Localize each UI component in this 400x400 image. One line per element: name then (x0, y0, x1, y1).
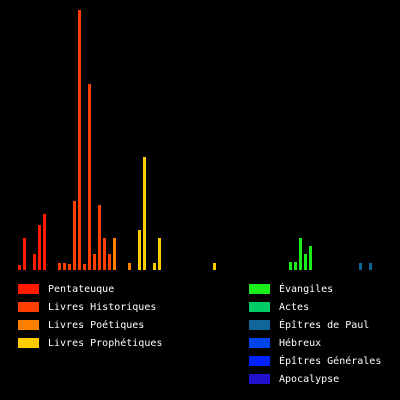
bar-1-5 (73, 201, 76, 270)
legend-item-6: Épîtres de Paul (249, 316, 381, 334)
legend-label-5: Actes (279, 301, 310, 313)
bar-3-1 (143, 157, 146, 270)
legend-right: Évangiles Actes Épîtres de Paul Hébreux Épît… (249, 280, 381, 388)
legend-item-1: Livres Historiques (18, 298, 162, 316)
bar-1-2 (58, 263, 61, 270)
legend-item-3: Livres Prophétiques (18, 334, 162, 352)
legend-item-7: Hébreux (249, 334, 381, 352)
legend-label-2: Livres Poétiques (48, 319, 145, 331)
legend-item-2: Livres Poétiques (18, 316, 162, 334)
legend-label-8: Épîtres Générales (279, 355, 382, 367)
bar-1-6 (78, 10, 81, 270)
bar-4-1 (294, 262, 297, 270)
legend-label-6: Épîtres de Paul (279, 319, 370, 331)
legend-left: Pentateuque Livres Historiques Livres Poét… (18, 280, 162, 352)
legend-item-9: Apocalypse (249, 370, 381, 388)
bar-3-3 (153, 263, 156, 270)
bar-1-10 (98, 205, 101, 270)
bar-6-8 (359, 263, 362, 270)
bar-0-0 (18, 265, 21, 270)
bar-1-7 (83, 264, 86, 270)
bar-0-3 (33, 254, 36, 270)
legend-label-1: Livres Historiques (48, 301, 157, 313)
legend-item-8: Épîtres Générales (249, 352, 381, 370)
bar-1-3 (63, 263, 66, 270)
legend-swatch-8 (249, 356, 270, 366)
legend-label-0: Pentateuque (48, 283, 115, 295)
bar-0-1 (23, 238, 26, 270)
legend-swatch-5 (249, 302, 270, 312)
bar-1-12 (108, 254, 111, 270)
legend-swatch-3 (18, 338, 39, 348)
legend-label-4: Évangiles (279, 283, 334, 295)
bar-1-11 (103, 238, 106, 270)
legend-item-4: Évangiles (249, 280, 381, 298)
legend-swatch-0 (18, 284, 39, 294)
legend-swatch-7 (249, 338, 270, 348)
legend-label-7: Hébreux (279, 337, 322, 349)
bar-1-4 (68, 264, 71, 270)
legend-swatch-6 (249, 320, 270, 330)
legend-swatch-2 (18, 320, 39, 330)
legend-swatch-4 (249, 284, 270, 294)
legend-swatch-9 (249, 374, 270, 384)
legend-swatch-1 (18, 302, 39, 312)
bar-0-5 (43, 214, 46, 270)
legend-label-9: Apocalypse (279, 373, 340, 385)
bar-1-8 (88, 84, 91, 270)
bar-4-3 (304, 254, 307, 270)
bar-3-15 (213, 263, 216, 270)
bar-2-3 (128, 263, 131, 270)
legend-item-0: Pentateuque (18, 280, 162, 298)
bar-4-4 (309, 246, 312, 270)
legend-item-5: Actes (249, 298, 381, 316)
bar-6-10 (369, 263, 372, 270)
bar-1-9 (93, 254, 96, 270)
bar-2-0 (113, 238, 116, 270)
bar-4-0 (289, 262, 292, 270)
bar-4-2 (299, 238, 302, 270)
bar-0-4 (38, 225, 41, 270)
bar-3-0 (138, 230, 141, 270)
bar-3-4 (158, 238, 161, 270)
legend-label-3: Livres Prophétiques (48, 337, 163, 349)
